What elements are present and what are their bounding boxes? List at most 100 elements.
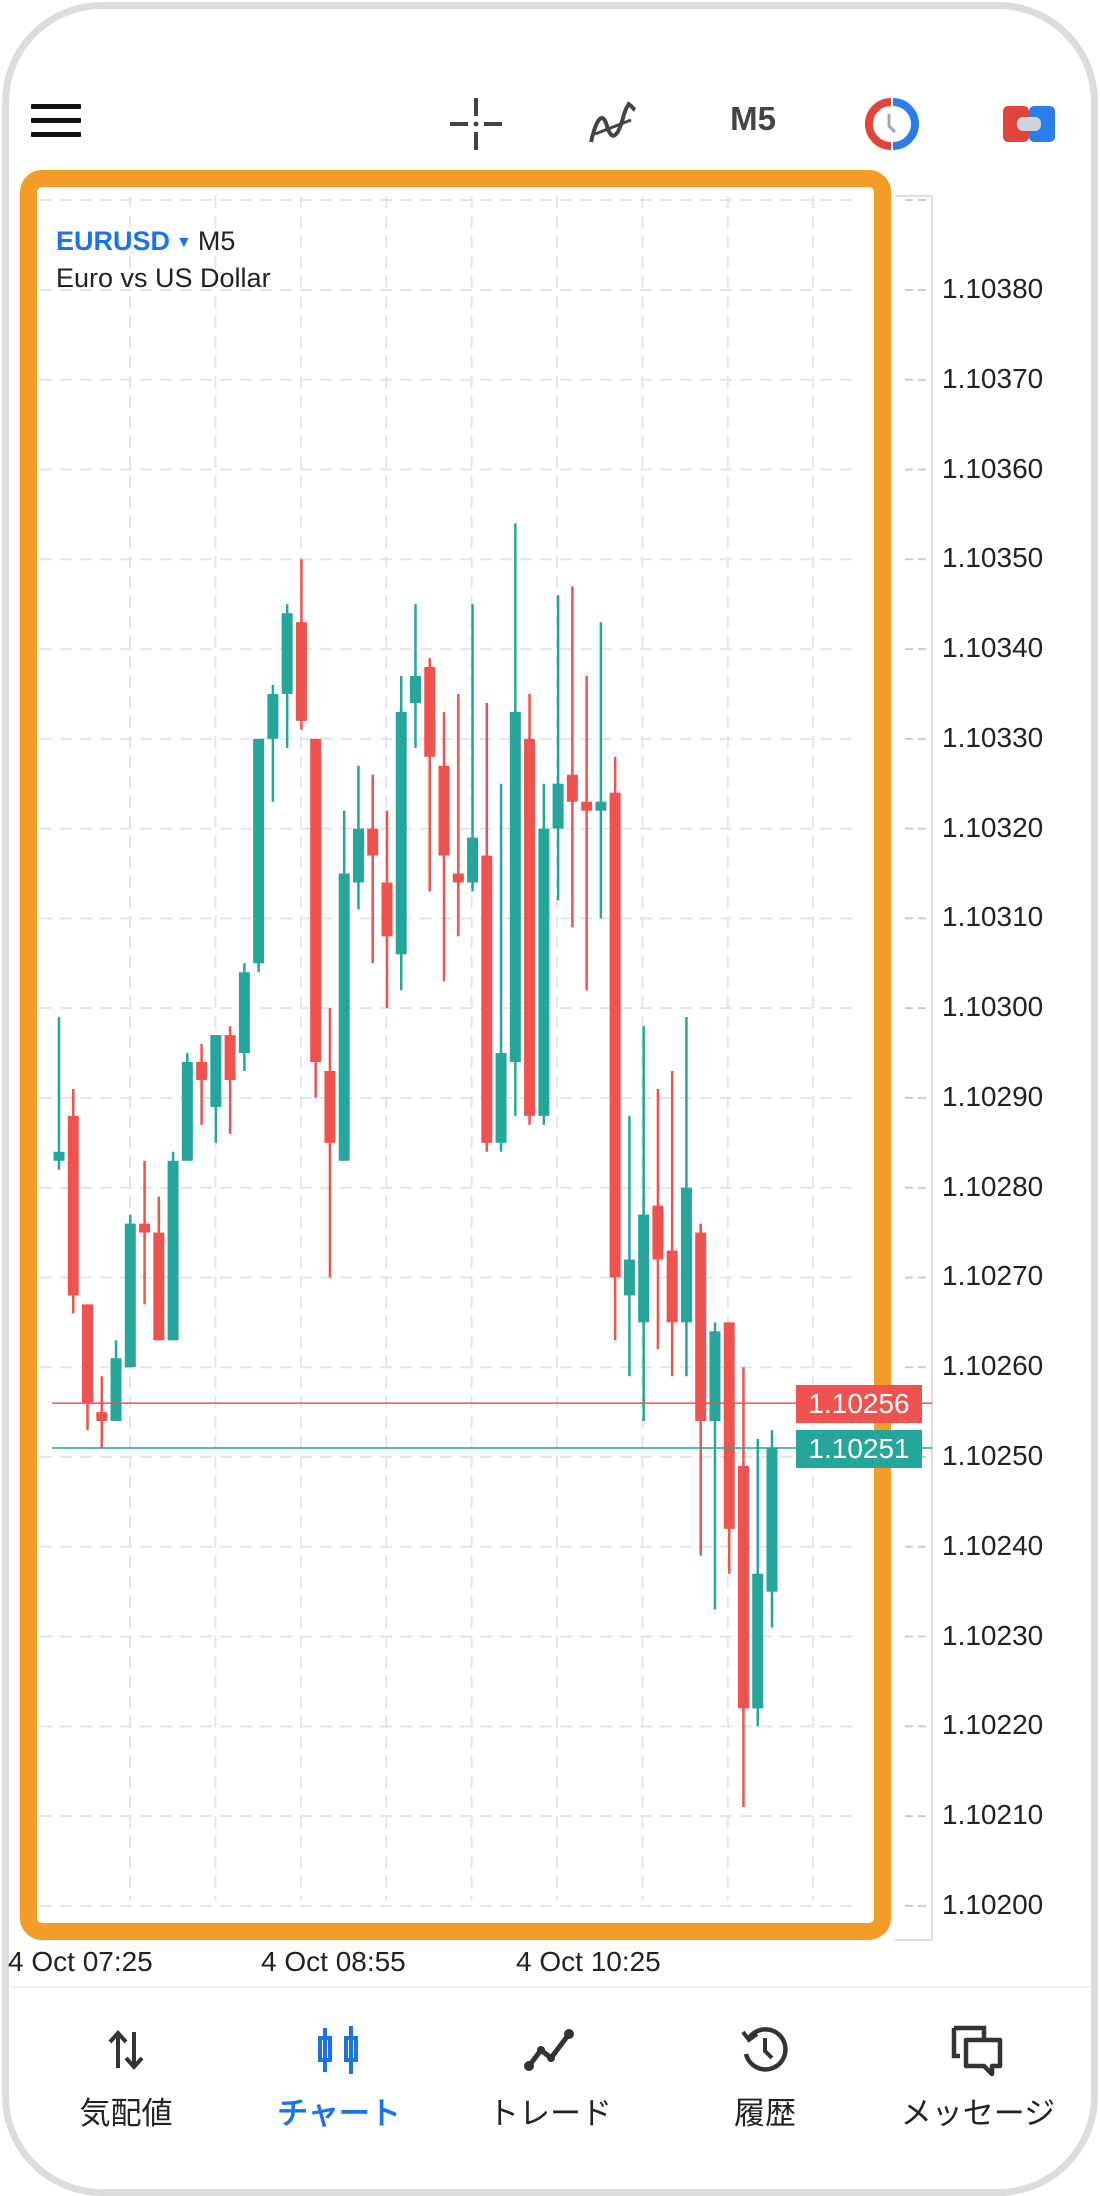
price-axis-label: 1.10320 [942, 811, 1044, 843]
price-axis-label: 1.10380 [942, 273, 1044, 304]
hamburger-icon [31, 104, 81, 109]
candle-bullish [53, 1151, 65, 1161]
candle-bullish [124, 1223, 136, 1368]
nav-label: 履歴 [734, 2096, 796, 2131]
candle-bearish [381, 882, 393, 937]
candle-bearish [481, 855, 493, 1143]
timeframe-button[interactable]: M5 [730, 100, 776, 137]
chart-highlight-frame [20, 170, 891, 1940]
dropdown-triangle-icon[interactable]: ▼ [176, 234, 192, 251]
price-axis-label: 1.10250 [942, 1440, 1044, 1471]
candle-bearish [82, 1304, 94, 1404]
candle-bearish [196, 1062, 208, 1080]
candle-bullish [509, 711, 521, 1063]
hamburger-icon-line [31, 132, 81, 137]
time-label: 4 Oct 10:25 [516, 1946, 661, 1977]
clock-button[interactable] [863, 96, 919, 152]
candle-bearish [310, 738, 322, 1063]
candle-bullish [338, 873, 350, 1161]
chart-timeframe: M5 [197, 226, 236, 256]
messages-icon [951, 2025, 1003, 2077]
candle-bullish [167, 1160, 179, 1341]
price-axis-label: 1.10330 [942, 721, 1044, 753]
nav-item-messages[interactable]: メッセージ [888, 2020, 1068, 2133]
candle-bearish [652, 1205, 664, 1260]
candle-bearish [695, 1232, 707, 1422]
candle-bullish [210, 1035, 222, 1107]
candle-bullish [766, 1448, 778, 1592]
candle-bearish [96, 1412, 108, 1422]
price-chart[interactable] [0, 0, 1100, 1990]
candle-bearish [524, 738, 536, 1116]
candle-bullish [752, 1573, 764, 1709]
hamburger-menu-button[interactable] [31, 104, 81, 138]
chart-symbol-selector[interactable]: EURUSD ▼ M5 [56, 226, 235, 257]
price-axis-label: 1.10360 [942, 452, 1044, 484]
candle-bearish [438, 765, 450, 856]
crosshair-button[interactable] [448, 96, 504, 152]
history-icon [741, 2027, 788, 2072]
price-axis-label: 1.10220 [942, 1709, 1044, 1741]
price-axis-label: 1.10310 [942, 901, 1044, 933]
nav-item-trade[interactable]: トレード [460, 2020, 640, 2133]
price-axis-label: 1.10280 [942, 1170, 1044, 1202]
candle-bullish [538, 828, 550, 1116]
bid-price-tag: 1.10251 [796, 1430, 922, 1468]
symbol-name[interactable]: EURUSD [56, 226, 171, 256]
candle-bullish [267, 693, 279, 739]
candle-bearish [139, 1223, 151, 1233]
nav-label: チャート [277, 2096, 401, 2131]
price-axis-label: 1.10370 [942, 362, 1044, 394]
nav-label: 気配値 [79, 2096, 173, 2131]
candle-bullish [680, 1187, 692, 1323]
time-label: 4 Oct 08:55 [261, 1946, 406, 1977]
indicator-icon [589, 101, 637, 143]
candle-bearish [609, 792, 621, 1278]
candle-bullish [623, 1259, 635, 1296]
chart-candles-icon [318, 2026, 358, 2074]
price-axis-label: 1.10260 [942, 1350, 1044, 1382]
candle-bullish [181, 1062, 193, 1161]
candle-bullish [709, 1331, 721, 1422]
candle-bullish [495, 1053, 507, 1143]
candle-bearish [295, 622, 307, 721]
price-axis-label: 1.10240 [942, 1529, 1044, 1561]
candle-bearish [737, 1465, 749, 1709]
price-axis-label: 1.10230 [942, 1619, 1044, 1651]
candle-bearish [452, 873, 464, 883]
hamburger-icon-line [31, 118, 81, 123]
candle-bearish [67, 1115, 79, 1296]
nav-item-chart[interactable]: チャート [249, 2020, 429, 2133]
ask-price-tag: 1.10256 [796, 1385, 922, 1423]
candle-bullish [395, 711, 407, 955]
candle-bearish [153, 1232, 165, 1341]
price-axis-label: 1.10200 [942, 1888, 1044, 1920]
nav-item-quotes[interactable]: 気配値 [36, 2020, 216, 2133]
nav-item-history[interactable]: 履歴 [675, 2020, 855, 2133]
nav-divider [10, 1986, 1090, 1988]
candle-bearish [324, 1070, 336, 1143]
candle-bullish [281, 613, 293, 694]
candle-bullish [638, 1214, 650, 1323]
price-axis-label: 1.10290 [942, 1080, 1044, 1112]
time-label: 4 Oct 07:25 [8, 1946, 153, 1977]
crosshair-icon [450, 98, 502, 150]
indicators-button[interactable] [585, 96, 641, 152]
quotes-arrows-icon [108, 2029, 144, 2071]
trade-line-icon [524, 2029, 574, 2071]
candle-bearish [723, 1322, 735, 1529]
candle-bullish [352, 828, 364, 883]
one-click-trade-button[interactable] [1001, 96, 1057, 152]
one-click-trade-icon [1003, 106, 1055, 142]
candle-bearish [581, 801, 593, 811]
price-axis-label: 1.10270 [942, 1260, 1044, 1292]
candle-bearish [224, 1035, 236, 1080]
candle-bullish [238, 972, 250, 1054]
candle-bearish [666, 1250, 678, 1323]
candle-bearish [566, 774, 578, 802]
candle-bullish [410, 676, 421, 703]
candle-bullish [595, 801, 607, 811]
price-axis-label: 1.10350 [942, 542, 1044, 574]
candle-bullish [110, 1358, 122, 1422]
